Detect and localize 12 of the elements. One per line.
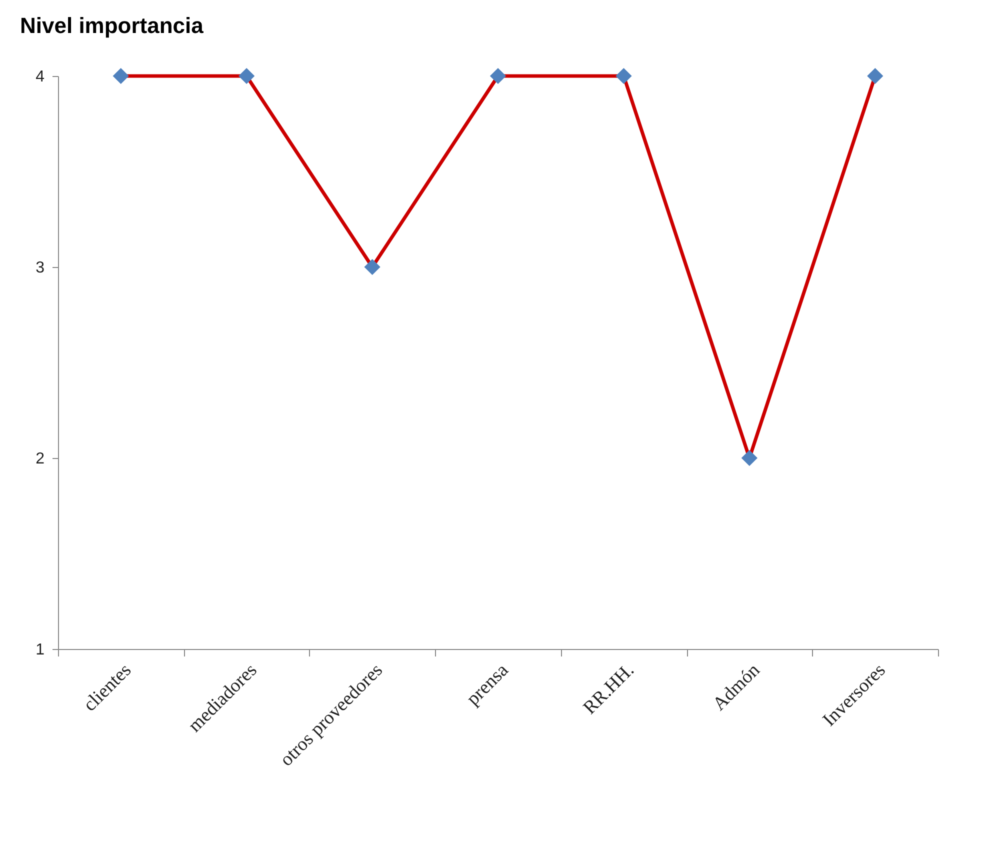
y-tick-label: 3 — [36, 260, 45, 276]
y-tick-label: 4 — [36, 68, 45, 86]
point — [112, 68, 129, 84]
point — [238, 68, 255, 84]
y-tick-label: 2 — [36, 450, 45, 468]
point — [616, 68, 632, 84]
y-tick-label: 1 — [36, 642, 45, 658]
chart-title: Nivel importancia — [20, 12, 204, 38]
point — [741, 450, 758, 466]
point — [867, 68, 884, 84]
point — [364, 258, 380, 276]
point — [490, 68, 506, 84]
